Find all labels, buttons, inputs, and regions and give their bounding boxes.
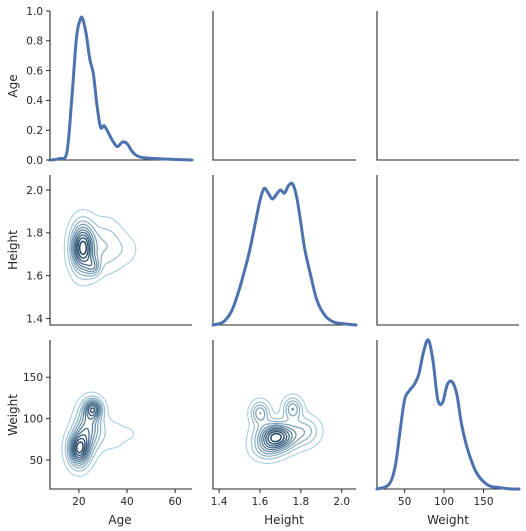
y-axis-label-height: Height [6,230,20,270]
cell-0-0-spines [49,11,192,161]
contour-height-vs-age-level-7 [75,234,91,262]
contour-weight-vs-age-level-6 [71,403,99,461]
cell-height-vs-age-kde: 1.4 1.6 1.8 2.0 [26,175,192,326]
y-axis-label-age: Age [6,74,20,97]
contour-height-vs-age-level-2 [69,220,108,277]
x-tick-label-age-1: 40 [120,496,133,508]
x-tick-label-weight-1: 100 [434,496,454,508]
x-axis-label-weight: Weight [427,513,469,527]
cell-height-density [211,175,358,327]
contour-weight-vs-height-level-3 [255,403,306,455]
contour-weight-vs-height-level-4 [259,407,297,453]
contour-weight-vs-height-level-0 [245,393,324,464]
contour-weight-vs-age-level-9 [75,441,84,454]
x-tick-label-age-0: 20 [72,496,85,508]
y-tick-label-density-0: 0.0 [26,155,43,167]
y-tick-label-density-2: 0.4 [26,95,43,107]
contour-weight-vs-height-level-9 [270,432,283,443]
contour-height-vs-age-level-8 [77,237,89,259]
contour-weight-vs-age-level-3 [68,399,103,467]
y-tick-label-density-4: 0.8 [26,36,43,48]
y-tick-label-Height-2: 1.8 [26,228,43,240]
contour-height-vs-age-level-9 [78,240,88,256]
x-axis-label-age: Age [108,513,131,527]
cell-2-0-spines [49,340,192,490]
contour-height-vs-age-level-3 [70,223,100,275]
x-tick-label-height-3: 2.0 [333,496,350,508]
contour-height-vs-age-level-5 [73,229,96,271]
cell-weight-density: 50 100 150 [375,338,521,508]
y-tick-label-Weight-1: 100 [23,413,43,425]
contour-weight-vs-age-level-1 [64,395,106,472]
contour-height-vs-age-level-1 [67,216,123,280]
x-tick-label-height-0: 1.4 [211,496,228,508]
contour-weight-vs-age-level-8 [74,407,96,457]
x-tick-label-height-2: 1.8 [292,496,309,508]
y-tick-label-Weight-2: 150 [23,372,43,384]
contour-height-vs-age-level-4 [72,226,98,273]
kde-line-weight [375,338,521,491]
y-axis-label-weight: Weight [6,394,20,436]
contour-weight-vs-age-level-5 [70,402,100,462]
cell-weight-vs-age-kde: 50 100 150 20 40 60 [23,340,192,508]
contour-weight-vs-height-level-5 [261,426,293,451]
x-tick-label-weight-2: 150 [473,496,493,508]
contour-weight-vs-height-level-2 [252,400,312,457]
contour-weight-vs-age-level-4 [69,400,101,464]
x-tick-label-age-2: 60 [168,496,181,508]
y-tick-label-density-5: 1.0 [26,6,43,18]
x-tick-label-height-1: 1.6 [252,496,269,508]
cell-empty-age-weight [376,11,519,161]
y-tick-label-density-3: 0.6 [26,65,43,77]
contour-weight-vs-age-level-2 [66,397,104,469]
contour-weight-vs-height-level-1 [250,397,318,460]
cell-weight-vs-height-kde: 1.4 1.6 1.8 2.0 [211,340,356,508]
cell-2-1-spines [212,340,356,490]
cell-1-0-spines [49,175,192,326]
x-tick-label-weight-0: 50 [398,496,411,508]
kde-line-height [211,181,358,327]
contour-weight-vs-height-level-8 [267,430,285,445]
x-axis-label-height: Height [264,513,304,527]
y-tick-label-density-1: 0.2 [26,125,43,137]
contour-weight-vs-age-level-7 [73,404,97,459]
contour-weight-vs-age-level-0 [61,391,135,477]
cell-2-2-spines [376,340,519,490]
cell-age-density: 0.0 0.2 0.4 0.6 0.8 1.0 [26,6,194,167]
cell-empty-age-height [212,11,356,161]
y-tick-label-Height-3: 2.0 [26,185,43,197]
cell-0-1-spines [212,11,356,161]
cell-empty-height-weight [376,175,519,326]
contour-height-vs-age-level-6 [74,231,93,267]
cell-0-2-spines [376,11,519,161]
contour-height-vs-age-level-0 [63,208,137,287]
cell-1-2-spines [376,175,519,326]
contour-weight-vs-height-level-7 [265,429,288,447]
y-tick-label-Height-0: 1.4 [26,313,43,325]
kde-line-age [48,15,194,162]
contour-weight-vs-height-level-6 [263,427,290,449]
y-tick-label-Height-1: 1.6 [26,271,43,283]
y-tick-label-Weight-0: 50 [30,455,43,467]
